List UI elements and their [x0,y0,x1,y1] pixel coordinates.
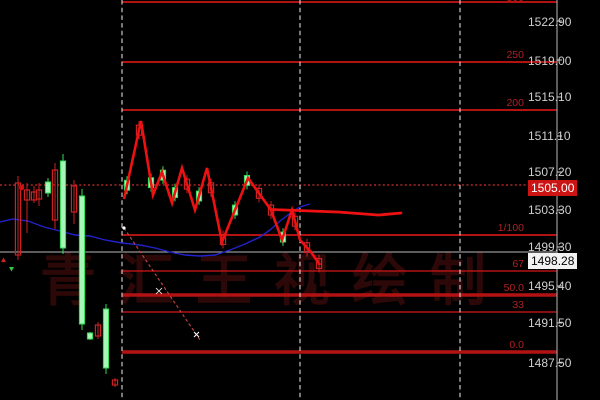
svg-text:制: 制 [430,249,486,312]
svg-text:王: 王 [196,249,252,312]
svg-text:绘: 绘 [352,249,408,312]
svg-text:汇: 汇 [118,249,174,312]
svg-text:青: 青 [40,249,96,312]
